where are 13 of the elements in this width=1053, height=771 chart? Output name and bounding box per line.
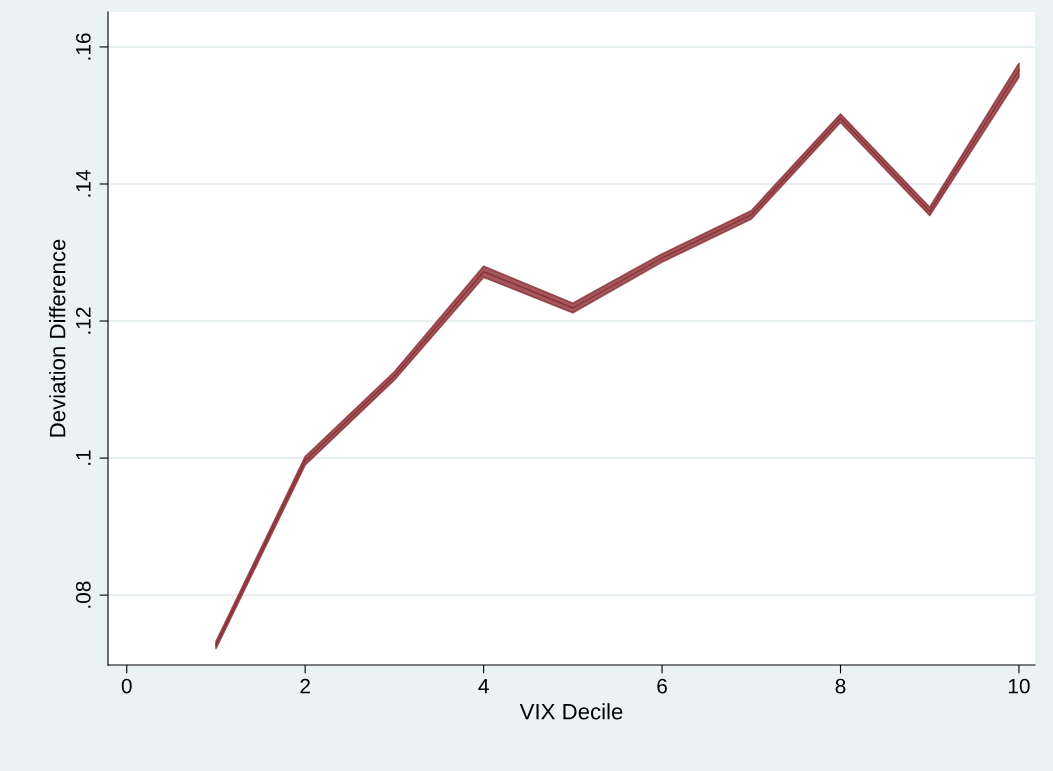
y-tick-label: .12 (75, 307, 91, 334)
x-axis-title: VIX Decile (519, 703, 623, 720)
x-tick-label: 0 (121, 678, 132, 694)
x-tick-label: 2 (300, 678, 310, 694)
x-tick-label: 8 (835, 678, 846, 694)
y-tick-label: .16 (75, 33, 91, 60)
y-tick-label: .1 (76, 450, 91, 465)
x-tick-label: 4 (478, 678, 489, 694)
y-tick-label: .08 (75, 581, 91, 608)
y-tick-label: .14 (76, 170, 91, 197)
y-axis-title: Deviation Difference (49, 239, 66, 437)
x-tick-label: 10 (1008, 678, 1030, 694)
x-tick-label: 6 (657, 678, 667, 694)
